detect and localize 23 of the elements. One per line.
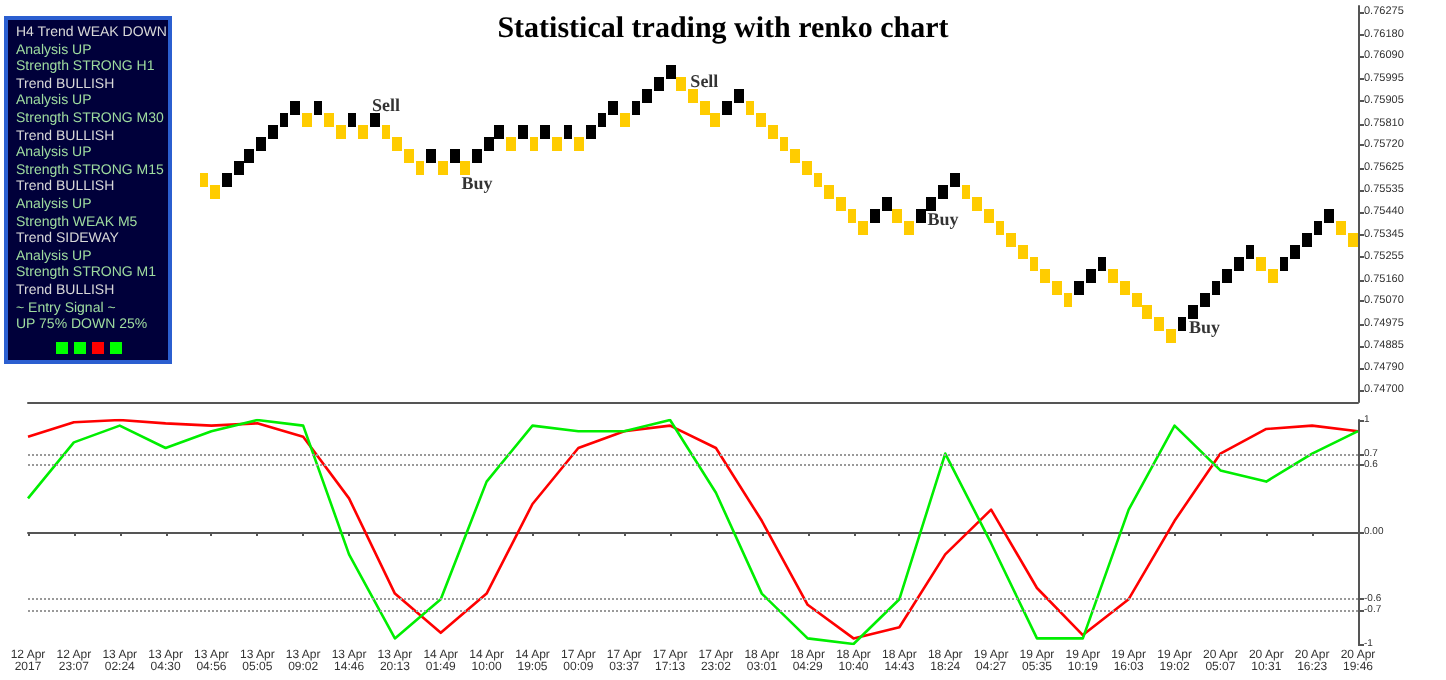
candlestick: [450, 149, 460, 163]
candlestick: [438, 161, 448, 175]
candlestick: [314, 101, 322, 115]
candlestick: [540, 125, 550, 139]
candlestick: [552, 137, 562, 151]
candlestick: [530, 137, 538, 151]
text: Buy: [461, 173, 493, 193]
candlestick: [506, 137, 516, 151]
candlestick: [460, 161, 470, 175]
text: Buy: [927, 209, 959, 229]
candlestick: [518, 125, 528, 139]
candlestick: [348, 113, 356, 127]
candlestick: [564, 125, 572, 139]
chart-title: Statistical trading with renko chart: [497, 13, 949, 45]
candlestick: [370, 113, 380, 127]
candlestick: [302, 113, 312, 127]
candlestick: [358, 125, 368, 139]
text: Sell: [690, 71, 719, 91]
text: Sell: [372, 95, 401, 115]
candlestick: [574, 137, 584, 151]
text: Buy: [1189, 317, 1221, 337]
candlestick: [426, 149, 436, 163]
candlestick: [620, 113, 630, 127]
